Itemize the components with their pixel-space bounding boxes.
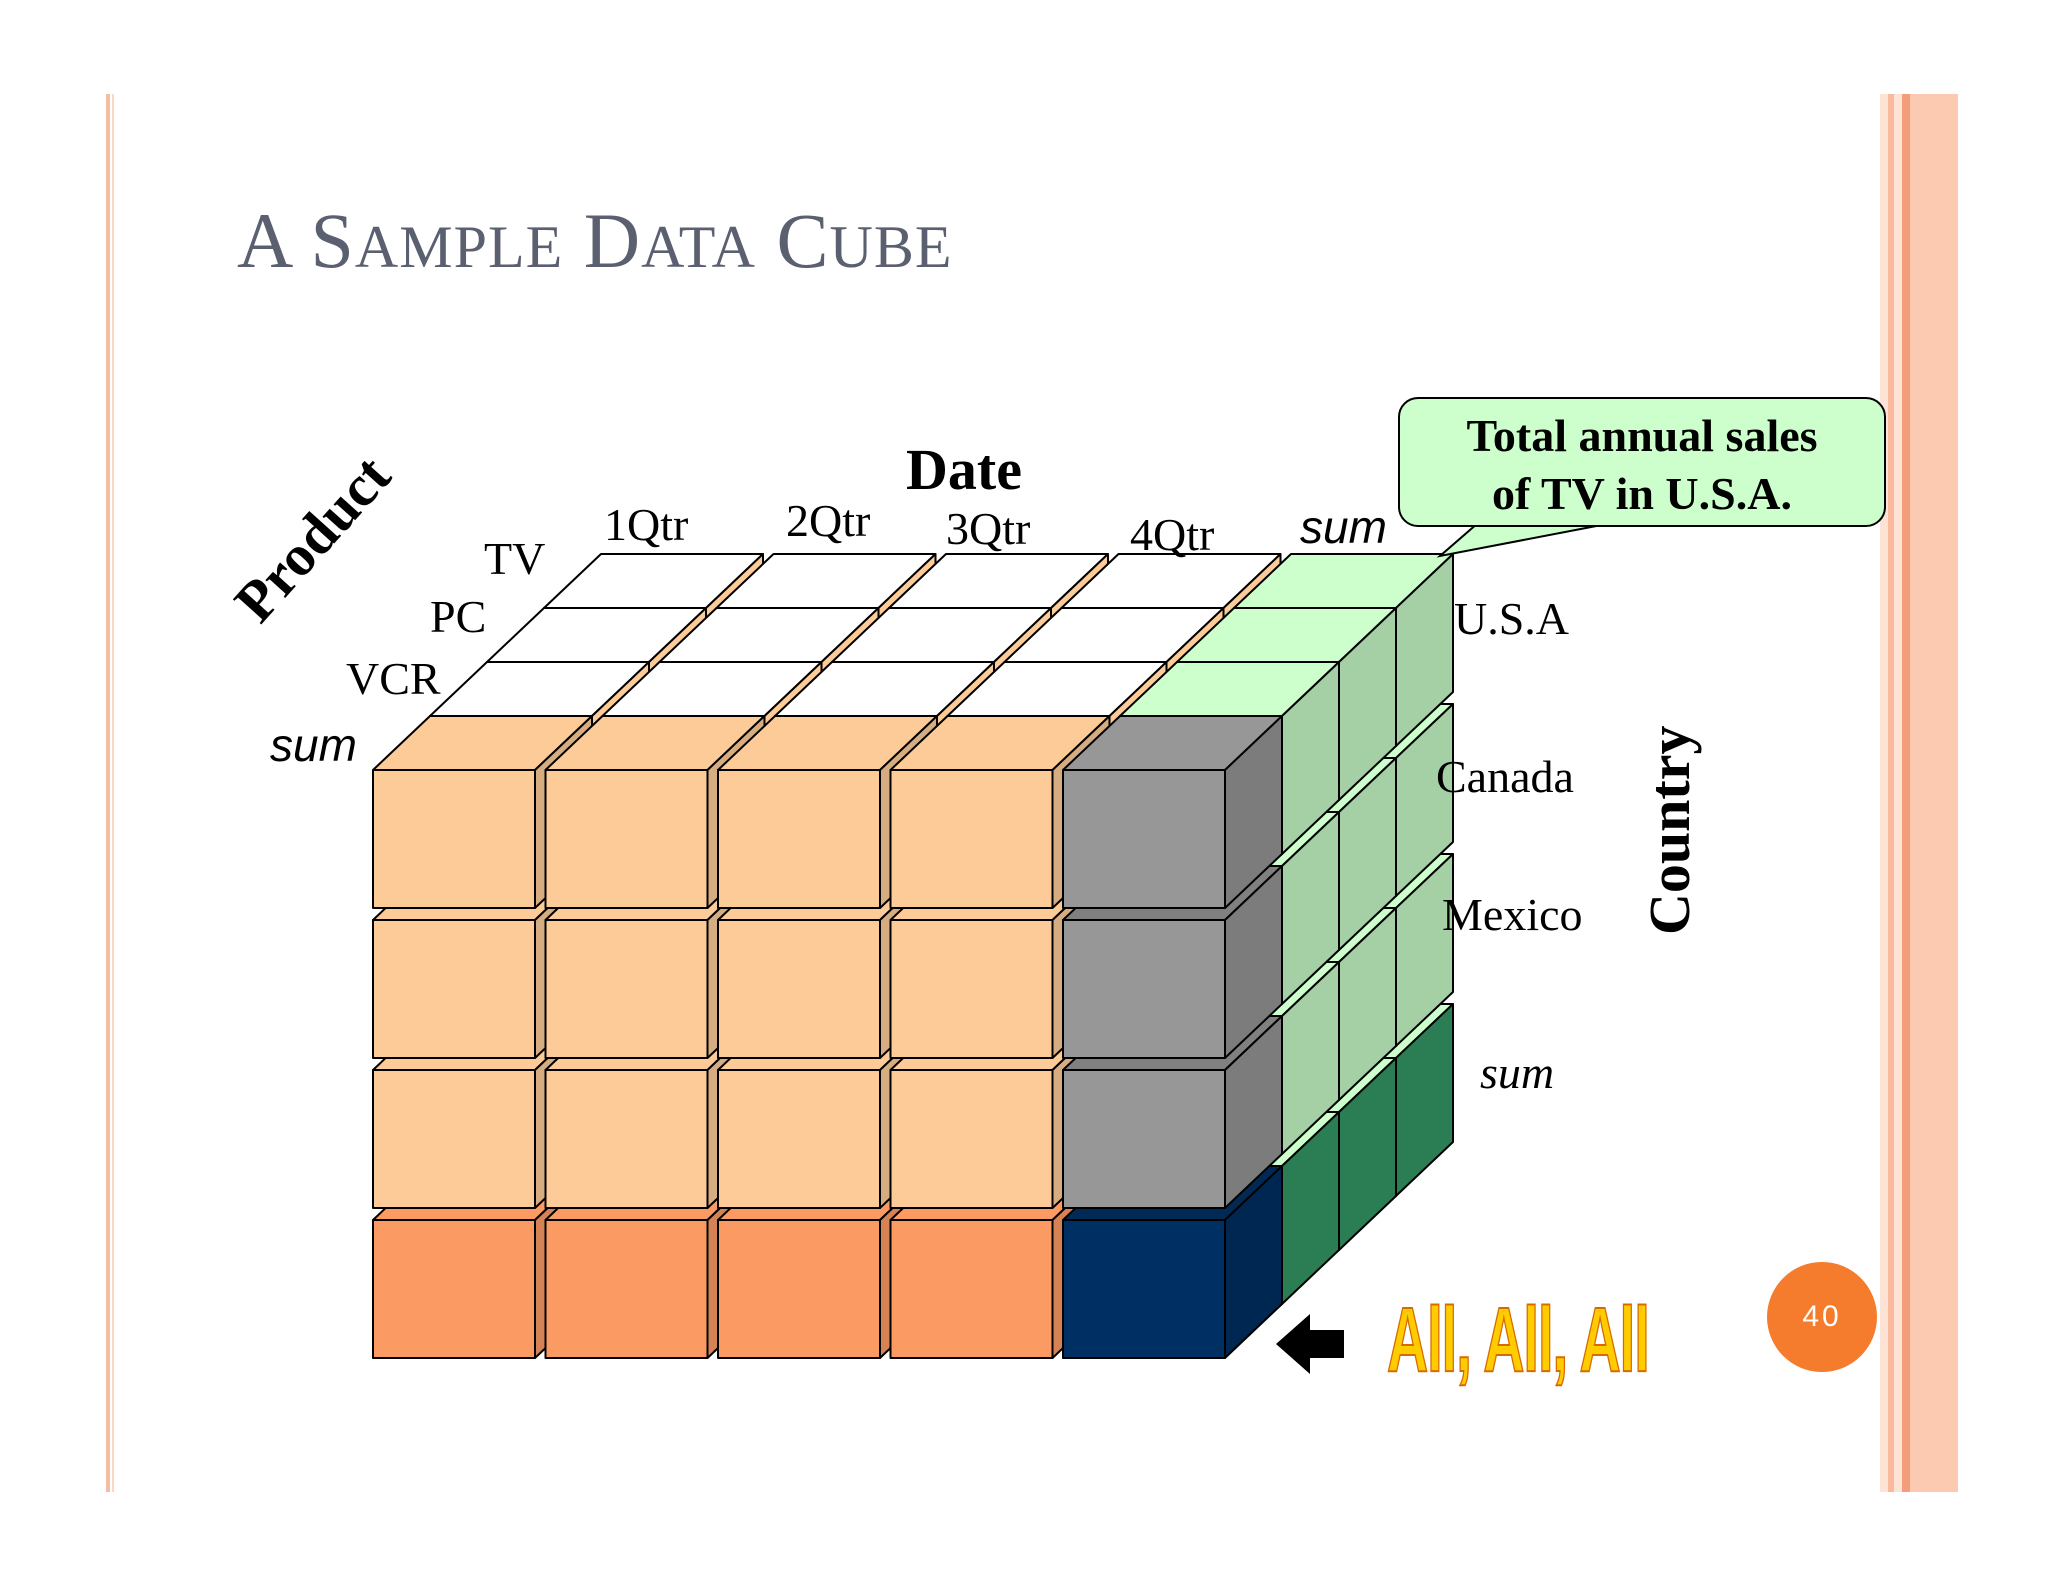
country-tick-usa: U.S.A xyxy=(1454,593,1570,644)
cube-cell-c0-r3-d0-front xyxy=(372,1219,536,1359)
cube-cell-c0-r1-d0-front xyxy=(372,919,536,1059)
annotation-callout: Total annual sales of TV in U.S.A. xyxy=(1398,397,1886,527)
cube-cell-c0-r2-d0-front xyxy=(372,1069,536,1209)
country-sum-label: sum xyxy=(1480,1047,1555,1098)
left-border-stripe xyxy=(106,94,110,1492)
cube-cell-c3-r2-d0-front xyxy=(889,1069,1054,1209)
cube-cell-c3-r3-d0-front xyxy=(889,1219,1054,1359)
country-tick-mexico: Mexico xyxy=(1442,889,1583,940)
cube-cell-c4-r1-d0-front xyxy=(1062,919,1226,1059)
callout-line-2: of TV in U.S.A. xyxy=(1492,468,1792,519)
date-sum-label: sum xyxy=(1300,501,1387,553)
right-border-stripes xyxy=(1880,94,1958,1492)
date-tick-3qtr: 3Qtr xyxy=(946,503,1031,554)
cube-cell-c1-r3-d0-front xyxy=(544,1219,709,1359)
cube-cell-c3-r1-d0-front xyxy=(889,919,1054,1059)
cube-cell-c1-r2-d0-front xyxy=(544,1069,709,1209)
all-all-all-label: All, All, All xyxy=(1386,1288,1650,1392)
cube-cell-c1-r0-d0-front xyxy=(544,769,709,909)
cube-cell-c4-r2-d0-front xyxy=(1062,1069,1226,1209)
cube-cell-c3-r0-d0-front xyxy=(889,769,1054,909)
date-tick-2qtr: 2Qtr xyxy=(786,495,871,546)
cube-cell-c2-r1-d0-front xyxy=(717,919,881,1059)
cube-cell-c1-r1-d0-front xyxy=(544,919,709,1059)
product-tick-pc: PC xyxy=(430,591,487,642)
left-border-stripe-thin xyxy=(112,94,114,1492)
country-tick-canada: Canada xyxy=(1436,751,1574,802)
cube-cell-c4-r0-d0-front xyxy=(1062,769,1226,909)
cube-cell-c2-r2-d0-front xyxy=(717,1069,881,1209)
cube-cell-c2-r3-d0-front xyxy=(717,1219,881,1359)
cube-cell-c4-r3-d0-front xyxy=(1062,1219,1226,1359)
page-number-badge: 40 xyxy=(1767,1262,1877,1372)
product-sum-label: sum xyxy=(270,719,357,771)
date-tick-4qtr: 4Qtr xyxy=(1130,509,1215,560)
date-axis-label: Date xyxy=(906,437,1022,502)
cube-cell-c2-r0-d0-front xyxy=(717,769,881,909)
callout-line-1: Total annual sales xyxy=(1466,410,1818,461)
left-arrow-icon xyxy=(1276,1314,1344,1374)
country-axis-label: Country xyxy=(1637,725,1702,935)
slide-title: A SAMPLE DATA CUBE xyxy=(237,197,953,284)
product-tick-tv: TV xyxy=(484,533,546,584)
product-tick-vcr: VCR xyxy=(346,653,441,704)
date-tick-1qtr: 1Qtr xyxy=(604,499,689,550)
cube-cell-c0-r0-d0-front xyxy=(372,769,536,909)
